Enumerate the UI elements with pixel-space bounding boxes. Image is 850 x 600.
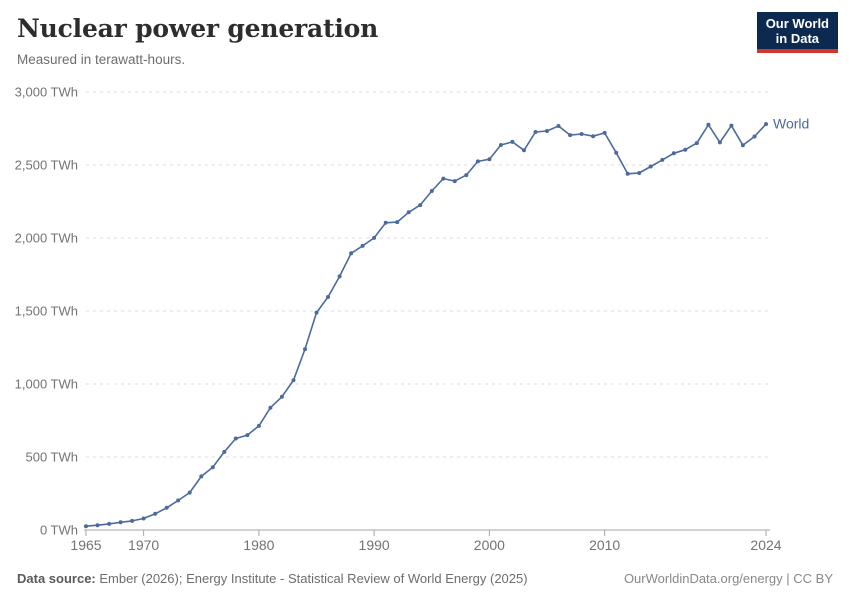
data-point-marker[interactable]	[360, 243, 365, 248]
data-point-marker[interactable]	[418, 203, 423, 208]
data-point-marker[interactable]	[210, 465, 215, 470]
data-point-marker[interactable]	[591, 134, 596, 139]
data-point-marker[interactable]	[717, 140, 722, 145]
data-point-marker[interactable]	[545, 129, 549, 133]
data-point-marker[interactable]	[337, 274, 342, 279]
data-point-marker[interactable]	[84, 524, 88, 529]
data-point-marker[interactable]	[406, 210, 411, 215]
data-point-marker[interactable]	[95, 523, 100, 528]
data-point-marker[interactable]	[660, 157, 665, 162]
data-point-marker[interactable]	[372, 235, 377, 240]
data-point-marker[interactable]	[740, 143, 745, 148]
data-point-marker[interactable]	[279, 394, 284, 399]
data-point-marker[interactable]	[383, 220, 388, 225]
data-point-marker[interactable]	[568, 133, 573, 138]
x-axis-label: 1980	[243, 537, 274, 553]
data-point-marker[interactable]	[625, 171, 630, 176]
chart-header: Nuclear power generation Measured in ter…	[17, 14, 378, 67]
chart-footer: Data source: Ember (2026); Energy Instit…	[17, 571, 833, 586]
data-point-marker[interactable]	[326, 295, 330, 299]
data-point-marker[interactable]	[475, 159, 480, 164]
data-point-marker[interactable]	[533, 130, 538, 134]
data-point-marker[interactable]	[452, 179, 457, 184]
data-point-marker[interactable]	[268, 405, 273, 410]
data-point-marker[interactable]	[314, 310, 319, 315]
data-point-marker[interactable]	[291, 378, 296, 383]
data-point-marker[interactable]	[556, 124, 561, 128]
y-axis-label: 3,000 TWh	[15, 85, 78, 100]
x-axis-label: 1990	[359, 537, 390, 553]
y-axis-label: 500 TWh	[25, 450, 78, 465]
owid-logo-line1: Our World	[765, 16, 829, 31]
data-point-marker[interactable]	[164, 505, 169, 510]
data-point-marker[interactable]	[349, 251, 354, 256]
data-point-marker[interactable]	[648, 164, 653, 169]
data-point-marker[interactable]	[706, 122, 711, 127]
data-point-marker[interactable]	[429, 189, 434, 193]
data-point-marker[interactable]	[602, 130, 607, 135]
data-source-text: Ember (2026); Energy Institute - Statist…	[95, 571, 528, 586]
data-point-marker[interactable]	[187, 490, 192, 495]
x-axis-label: 1965	[70, 537, 101, 553]
data-point-marker[interactable]	[752, 134, 757, 139]
data-point-marker[interactable]	[464, 173, 469, 178]
data-point-marker[interactable]	[245, 433, 250, 438]
x-axis-label: 2010	[589, 537, 620, 553]
data-point-marker[interactable]	[222, 449, 227, 454]
data-source-note: Data source: Ember (2026); Energy Instit…	[17, 571, 528, 586]
data-point-marker[interactable]	[510, 139, 515, 144]
data-point-marker[interactable]	[107, 521, 112, 526]
x-axis-label: 1970	[128, 537, 159, 553]
footer-link[interactable]: OurWorldinData.org/energy | CC BY	[623, 571, 833, 586]
data-point-marker[interactable]	[764, 122, 768, 127]
data-point-marker[interactable]	[130, 518, 135, 523]
data-point-marker[interactable]	[498, 143, 503, 147]
x-axis-label: 2024	[750, 537, 781, 553]
data-point-marker[interactable]	[487, 157, 492, 162]
data-point-marker[interactable]	[176, 498, 181, 503]
data-point-marker[interactable]	[729, 123, 734, 128]
page-title: Nuclear power generation	[17, 14, 379, 43]
chart-canvas[interactable]: 0 TWh 500 TWh 1,000 TWh 1,500 TWh 2,000 TWh 2…	[0, 82, 850, 560]
y-axis-label: 2,500 TWh	[15, 158, 78, 173]
data-point-marker[interactable]	[153, 511, 158, 516]
data-point-marker[interactable]	[141, 516, 146, 521]
data-source-label: Data source:	[17, 571, 96, 586]
data-point-marker[interactable]	[579, 132, 584, 136]
owid-logo[interactable]: Our World in Data	[756, 12, 838, 53]
data-point-marker[interactable]	[441, 176, 446, 181]
data-point-marker[interactable]	[671, 151, 676, 156]
data-point-marker[interactable]	[395, 220, 400, 225]
owid-logo-line2: in Data	[775, 31, 820, 46]
data-point-marker[interactable]	[256, 423, 261, 428]
data-point-marker[interactable]	[199, 474, 204, 479]
y-axis-label: 0 TWh	[40, 523, 78, 538]
y-axis-label: 2,000 TWh	[15, 231, 78, 246]
data-point-marker[interactable]	[118, 520, 123, 525]
x-axis-label: 2000	[474, 537, 505, 553]
y-axis-label: 1,500 TWh	[15, 304, 78, 319]
world-series-line[interactable]	[85, 123, 767, 528]
y-axis-label: 1,000 TWh	[15, 377, 78, 392]
data-point-marker[interactable]	[303, 347, 307, 352]
chart-subtitle: Measured in terawatt-hours.	[17, 52, 186, 67]
data-point-marker[interactable]	[637, 171, 642, 175]
data-point-marker[interactable]	[233, 436, 238, 441]
data-point-marker[interactable]	[694, 141, 699, 146]
data-point-marker[interactable]	[614, 150, 619, 155]
data-point-marker[interactable]	[683, 147, 688, 152]
data-point-marker[interactable]	[522, 148, 526, 153]
world-series-label[interactable]: World	[773, 116, 809, 132]
